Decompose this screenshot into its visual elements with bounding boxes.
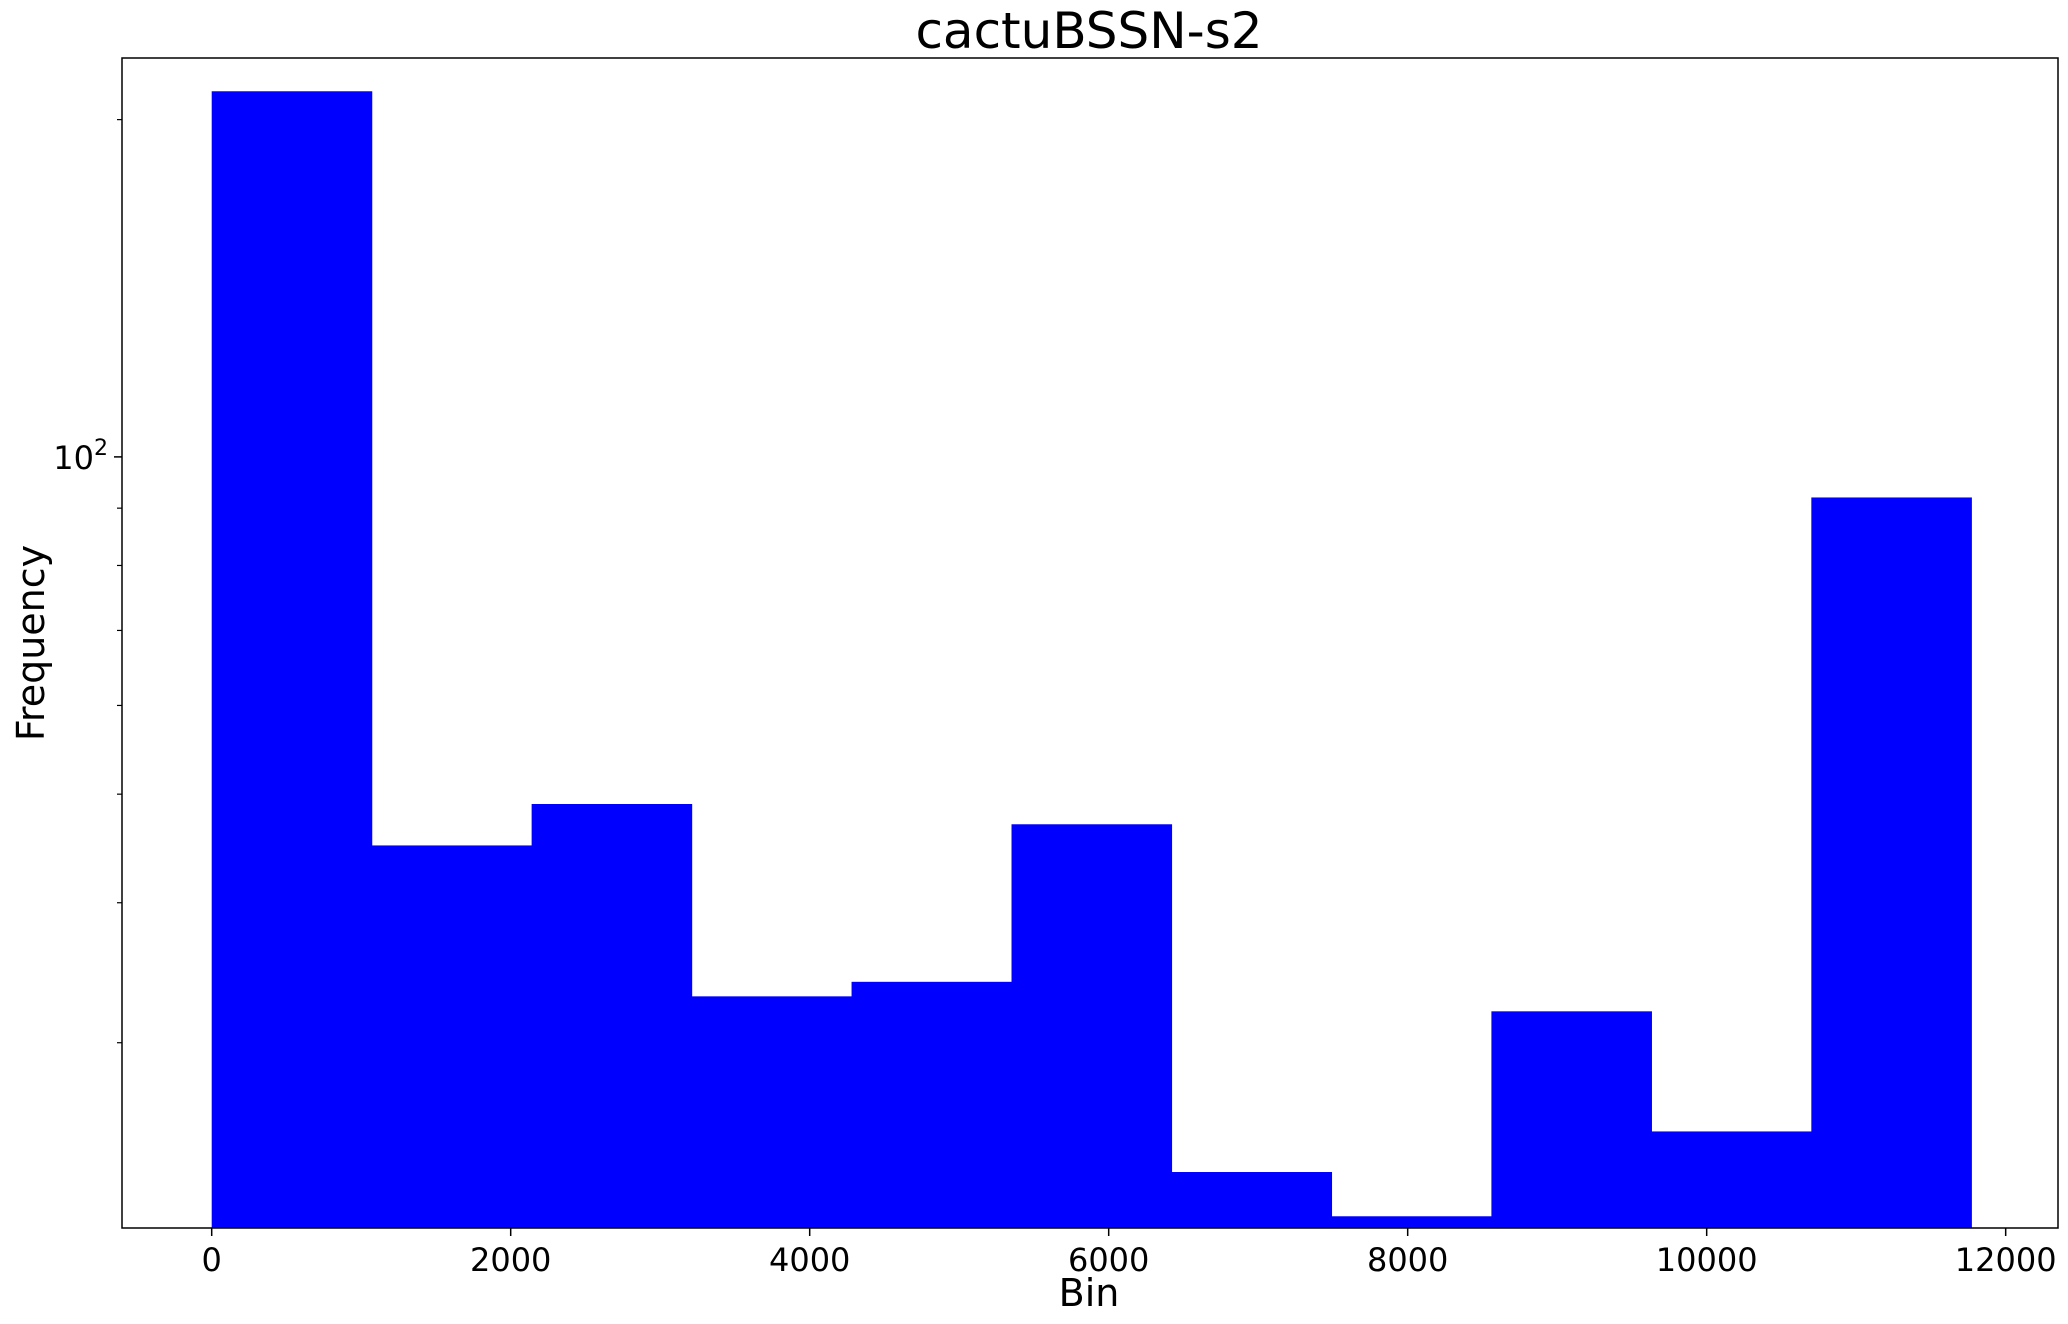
histogram-bar [691, 996, 853, 1228]
x-tick-label: 8000 [1367, 1241, 1448, 1279]
histogram-bar [1011, 824, 1173, 1228]
x-tick-label: 4000 [769, 1241, 850, 1279]
x-tick-label: 6000 [1068, 1241, 1149, 1279]
histogram-bar [851, 981, 1013, 1228]
chart-title: cactuBSSN-s2 [915, 2, 1262, 60]
y-axis-ticks: 102 [53, 119, 122, 1044]
y-axis-label: Frequency [9, 545, 53, 741]
x-tick-label: 12000 [1955, 1241, 2057, 1279]
histogram-bar [1651, 1131, 1812, 1228]
histogram-bar [1331, 1216, 1493, 1228]
x-axis-label: Bin [1059, 1271, 1120, 1315]
bars-group [211, 91, 1972, 1228]
histogram-bar [1811, 497, 1972, 1228]
histogram-bar [211, 91, 373, 1228]
x-tick-label: 10000 [1656, 1241, 1758, 1279]
plot-frame [121, 57, 2059, 1229]
x-tick-label: 0 [202, 1241, 222, 1279]
x-tick-label: 2000 [470, 1241, 551, 1279]
histogram-bar [1171, 1172, 1333, 1228]
histogram-bar [531, 803, 693, 1228]
histogram-bar [1491, 1011, 1652, 1228]
y-tick-label: 102 [53, 436, 108, 477]
x-axis-ticks: 0 2000 4000 6000 8000 10000 12000 [202, 1228, 2057, 1279]
histogram-bar [371, 845, 533, 1228]
